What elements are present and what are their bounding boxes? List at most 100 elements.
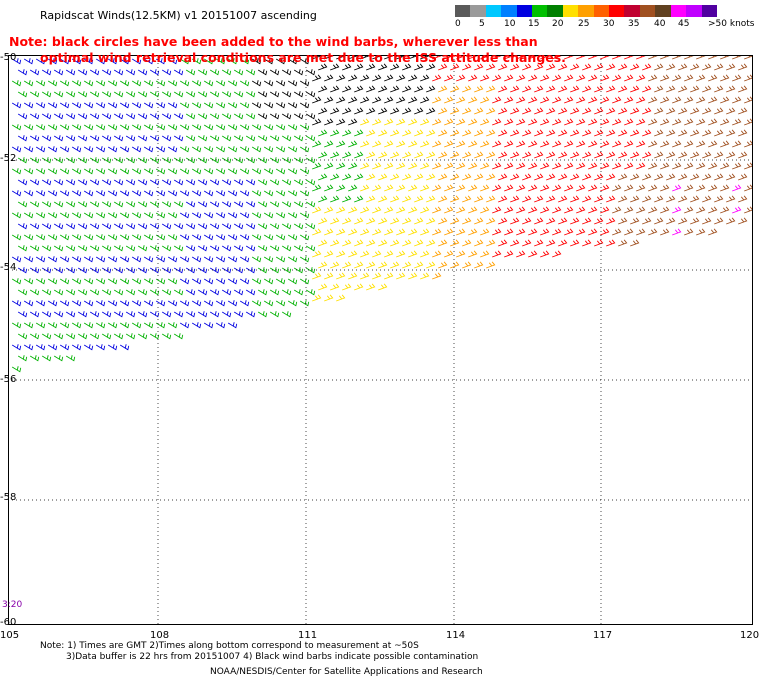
wind-barb <box>600 228 610 236</box>
wind-barb <box>179 278 190 285</box>
wind-barb <box>131 168 142 175</box>
wind-barb <box>576 184 586 192</box>
wind-barb <box>191 278 202 285</box>
wind-barb <box>77 289 88 296</box>
wind-barb <box>378 129 388 137</box>
wind-barb <box>209 267 220 274</box>
wind-barb <box>251 278 262 285</box>
wind-barb <box>173 289 184 296</box>
wind-barb <box>173 91 184 98</box>
wind-barb <box>714 85 724 93</box>
wind-barb <box>173 179 184 186</box>
wind-barb <box>336 184 346 192</box>
wind-barb <box>594 63 604 71</box>
wind-barb <box>29 201 40 208</box>
wind-barb <box>143 146 154 153</box>
wind-barb <box>492 118 502 126</box>
wind-barb <box>77 311 88 318</box>
wind-barb <box>41 355 52 362</box>
wind-barb <box>35 344 46 351</box>
wind-barb <box>546 217 556 225</box>
wind-barb <box>125 179 136 186</box>
wind-barb <box>173 311 184 318</box>
wind-barb <box>227 234 238 241</box>
wind-barb <box>53 179 64 186</box>
wind-barb <box>576 118 586 126</box>
wind-barb <box>23 212 34 219</box>
wind-barb <box>65 333 76 340</box>
wind-barb <box>480 96 490 104</box>
wind-barb <box>378 107 388 115</box>
wind-barb <box>17 69 28 76</box>
wind-barb <box>101 311 112 318</box>
wind-barb <box>684 206 694 214</box>
wind-barb <box>305 179 316 186</box>
wind-barb <box>474 173 484 181</box>
wind-barb <box>588 140 598 148</box>
legend-swatch <box>501 5 517 17</box>
wind-barb <box>552 206 562 214</box>
wind-barb <box>263 278 274 285</box>
wind-barb <box>324 96 334 104</box>
wind-barb <box>696 228 706 236</box>
wind-barb <box>516 250 526 258</box>
wind-barb <box>299 300 310 307</box>
wind-barb <box>348 74 358 82</box>
wind-barb <box>239 168 250 175</box>
wind-barb <box>666 151 676 159</box>
wind-barb <box>221 179 232 186</box>
wind-barb <box>474 195 484 203</box>
wind-barb <box>155 278 166 285</box>
wind-barb <box>678 107 688 115</box>
wind-barb <box>77 223 88 230</box>
wind-barb <box>53 311 64 318</box>
wind-barb <box>269 113 280 120</box>
wind-barb <box>456 250 466 258</box>
wind-barb <box>233 223 244 230</box>
wind-barb <box>558 173 568 181</box>
wind-barb <box>348 162 358 170</box>
legend-swatch <box>701 5 717 17</box>
wind-barb <box>516 140 526 148</box>
wind-barb <box>642 173 652 181</box>
wind-barb <box>312 96 322 104</box>
wind-barb <box>281 311 292 318</box>
wind-barb <box>318 283 328 291</box>
wind-barb <box>504 96 514 104</box>
wind-barb <box>221 289 232 296</box>
wind-barb <box>191 256 202 263</box>
wind-barb <box>540 74 550 82</box>
wind-barb <box>570 85 580 93</box>
wind-barb <box>65 355 76 362</box>
wind-barb <box>402 129 412 137</box>
wind-barb <box>600 206 610 214</box>
wind-barb <box>432 74 442 82</box>
wind-barb <box>606 173 616 181</box>
wind-barb <box>666 85 676 93</box>
wind-barb <box>552 140 562 148</box>
wind-barb <box>29 355 40 362</box>
wind-barb <box>257 245 268 252</box>
wind-barb <box>83 102 94 109</box>
wind-barb <box>480 250 490 258</box>
wind-barb <box>11 234 22 241</box>
wind-barb <box>690 151 700 159</box>
legend-label: 25 <box>578 19 590 29</box>
wind-barb <box>35 124 46 131</box>
wind-barb <box>11 366 22 373</box>
wind-barb <box>372 118 382 126</box>
wind-barb <box>113 289 124 296</box>
wind-barb <box>167 146 178 153</box>
wind-barb <box>119 168 130 175</box>
wind-barb <box>702 173 712 181</box>
wind-barb <box>738 107 748 115</box>
wind-barb <box>143 102 154 109</box>
wind-barb <box>29 113 40 120</box>
wind-barb <box>269 311 280 318</box>
wind-barb <box>708 162 718 170</box>
wind-barb <box>89 267 100 274</box>
wind-barb <box>534 151 544 159</box>
wind-barb <box>131 80 142 87</box>
wind-barb <box>167 102 178 109</box>
wind-barb <box>414 261 424 269</box>
